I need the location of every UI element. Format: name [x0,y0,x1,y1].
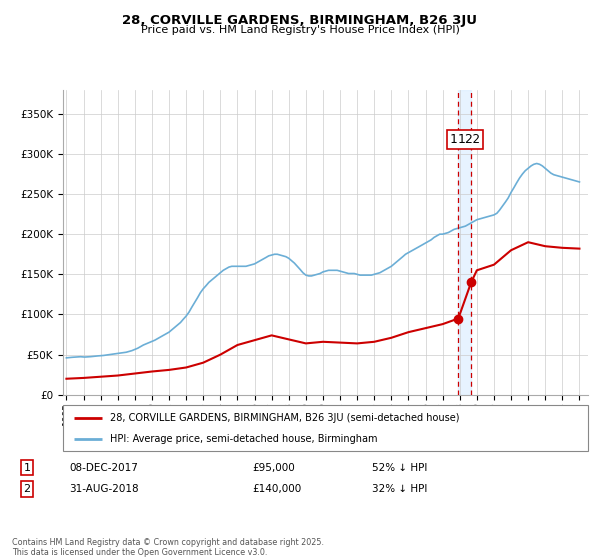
Text: 28, CORVILLE GARDENS, BIRMINGHAM, B26 3JU: 28, CORVILLE GARDENS, BIRMINGHAM, B26 3J… [122,14,478,27]
Text: 32% ↓ HPI: 32% ↓ HPI [372,484,427,494]
Text: 2: 2 [464,133,472,146]
Text: Price paid vs. HM Land Registry's House Price Index (HPI): Price paid vs. HM Land Registry's House … [140,25,460,35]
Text: £140,000: £140,000 [252,484,301,494]
Text: 1: 1 [23,463,31,473]
Text: 08-DEC-2017: 08-DEC-2017 [69,463,138,473]
Text: 52% ↓ HPI: 52% ↓ HPI [372,463,427,473]
Bar [458,90,471,395]
Text: 1  2: 1 2 [450,133,480,146]
Text: £95,000: £95,000 [252,463,295,473]
Text: 28, CORVILLE GARDENS, BIRMINGHAM, B26 3JU (semi-detached house): 28, CORVILLE GARDENS, BIRMINGHAM, B26 3J… [110,413,460,423]
Text: 2: 2 [23,484,31,494]
Text: 1: 1 [458,133,466,146]
Text: HPI: Average price, semi-detached house, Birmingham: HPI: Average price, semi-detached house,… [110,435,378,444]
Text: Contains HM Land Registry data © Crown copyright and database right 2025.
This d: Contains HM Land Registry data © Crown c… [12,538,324,557]
Text: 31-AUG-2018: 31-AUG-2018 [69,484,139,494]
FancyBboxPatch shape [63,405,588,451]
